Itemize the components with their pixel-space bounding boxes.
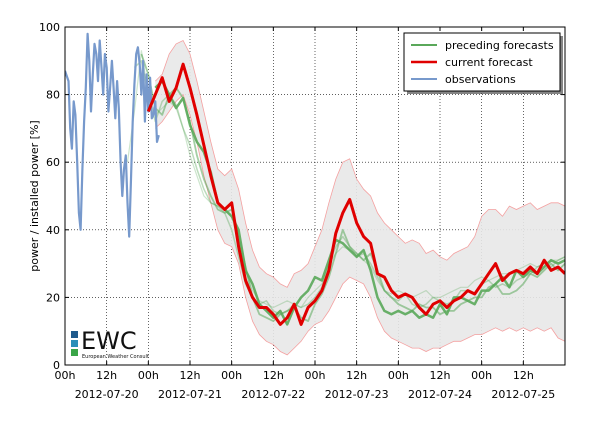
date-label: 2012-07-21	[158, 388, 222, 401]
x-tick-label: 12h	[513, 369, 534, 382]
date-label: 2012-07-22	[241, 388, 305, 401]
tick-marks	[64, 26, 565, 366]
legend-label: current forecast	[445, 56, 533, 69]
x-tick-label: 12h	[346, 369, 367, 382]
logo-square-3	[71, 349, 78, 356]
x-tick-labels: 00h 12h 00h 12h 00h 12h 00h 12h 00h 12h 00h 12h	[55, 369, 534, 382]
y-tick-label: 60	[46, 156, 60, 169]
y-tick-label: 100	[39, 21, 60, 34]
x-tick-label: 12h	[96, 369, 117, 382]
band-upper-edge	[155, 39, 565, 288]
date-labels: 2012-07-20 2012-07-21 2012-07-22 2012-07-23…	[75, 388, 556, 401]
x-tick-label: 00h	[55, 369, 76, 382]
legend: preceding forecasts current forecast obser…	[403, 32, 563, 94]
logo-square-2	[71, 340, 78, 347]
date-label: 2012-07-23	[325, 388, 389, 401]
uncertainty-band-layer	[155, 39, 565, 356]
y-tick-label: 40	[46, 224, 60, 237]
ewc-logo: EWC European Weather Consult	[71, 327, 149, 360]
band-lower-edge	[155, 93, 565, 356]
y-tick-label: 0	[53, 359, 60, 372]
x-tick-label: 00h	[138, 369, 159, 382]
x-tick-label: 00h	[305, 369, 326, 382]
y-tick-label: 80	[46, 89, 60, 102]
logo-subtext: European Weather Consult	[82, 354, 149, 360]
x-tick-label: 12h	[430, 369, 451, 382]
y-axis-title: power / installed power [%]	[28, 120, 41, 271]
series-line-current	[146, 62, 565, 326]
legend-label: observations	[445, 73, 516, 86]
date-label: 2012-07-20	[75, 388, 139, 401]
x-tick-label: 00h	[388, 369, 409, 382]
logo-text: EWC	[81, 327, 137, 355]
x-tick-label: 12h	[263, 369, 284, 382]
date-label: 2012-07-24	[408, 388, 472, 401]
logo-square-1	[71, 331, 78, 338]
series-line-observations	[65, 32, 160, 238]
y-tick-labels: 0 20 40 60 80 100	[39, 21, 60, 372]
date-label: 2012-07-25	[491, 388, 555, 401]
x-tick-label: 12h	[180, 369, 201, 382]
uncertainty-band	[155, 40, 565, 355]
series-layer	[65, 32, 565, 326]
y-tick-label: 20	[46, 291, 60, 304]
x-tick-label: 00h	[221, 369, 242, 382]
legend-label: preceding forecasts	[445, 39, 554, 52]
x-tick-label: 00h	[471, 369, 492, 382]
